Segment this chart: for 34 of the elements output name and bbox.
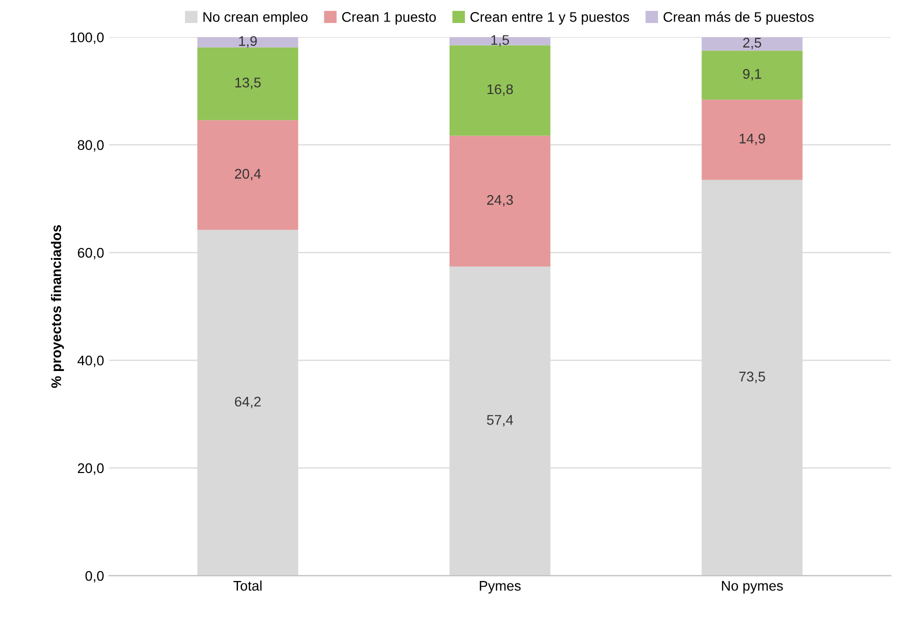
data-label: 16,8 xyxy=(487,84,513,96)
data-label: 57,4 xyxy=(486,415,514,426)
bar xyxy=(450,136,550,267)
data-label: 20,4 xyxy=(234,168,261,180)
data-label: 14,9 xyxy=(740,134,765,146)
x-tick-label: Pymes xyxy=(480,581,521,594)
y-tick-label: 100,0 xyxy=(70,32,104,44)
bar xyxy=(197,37,298,48)
bar xyxy=(702,37,803,51)
data-label: 2,5 xyxy=(743,38,762,50)
data-label: 24,3 xyxy=(487,195,513,206)
legend-label: No crean empleo xyxy=(204,12,308,25)
y-tick-label: 40,0 xyxy=(78,356,104,368)
legend-label: Crean más de 5 puestos xyxy=(664,12,814,25)
legend-label: Crean entre 1 y 5 puestos xyxy=(470,12,630,25)
data-label: 73,5 xyxy=(739,372,766,384)
y-tick-label: 0,0 xyxy=(85,571,104,582)
legend-label: Crean 1 puesto xyxy=(342,12,436,25)
y-tick-label: 80,0 xyxy=(78,140,104,152)
x-tick-label: Total xyxy=(233,580,262,591)
bar xyxy=(702,100,803,180)
y-axis-title: % proyectos financiados xyxy=(50,225,64,388)
bar xyxy=(702,50,803,100)
bar xyxy=(197,120,298,230)
data-label: 1,5 xyxy=(491,35,510,47)
bar xyxy=(450,45,550,136)
x-tick-label: No pymes xyxy=(722,581,783,594)
data-label: 64,2 xyxy=(234,396,261,408)
data-label: 9,1 xyxy=(743,69,762,80)
data-label: 1,9 xyxy=(239,36,257,48)
bar xyxy=(197,47,298,120)
y-tick-label: 20,0 xyxy=(78,463,104,475)
y-tick-label: 60,0 xyxy=(78,248,104,260)
data-label: 13,5 xyxy=(235,78,261,90)
